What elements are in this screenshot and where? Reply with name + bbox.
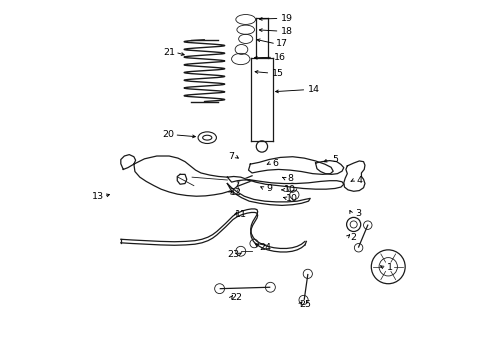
Polygon shape xyxy=(134,156,239,196)
Text: 9: 9 xyxy=(267,184,273,193)
Polygon shape xyxy=(316,161,344,174)
Text: 12: 12 xyxy=(230,188,242,197)
Polygon shape xyxy=(121,154,136,170)
Text: 8: 8 xyxy=(288,174,294,183)
Text: 21: 21 xyxy=(163,48,175,57)
Text: 22: 22 xyxy=(230,293,243,302)
Text: 16: 16 xyxy=(274,53,286,62)
Text: 15: 15 xyxy=(271,69,283,78)
Polygon shape xyxy=(344,161,365,191)
Polygon shape xyxy=(227,176,344,189)
Text: 5: 5 xyxy=(332,155,338,164)
Text: 18: 18 xyxy=(281,27,293,36)
Text: 11: 11 xyxy=(235,210,247,219)
Text: 4: 4 xyxy=(356,176,362,185)
Text: 6: 6 xyxy=(273,158,279,167)
Text: 20: 20 xyxy=(163,130,174,139)
Text: 1: 1 xyxy=(387,263,392,272)
Text: 24: 24 xyxy=(260,243,271,252)
Polygon shape xyxy=(248,157,333,174)
Text: 23: 23 xyxy=(228,249,240,258)
Text: 19: 19 xyxy=(281,14,293,23)
Text: 17: 17 xyxy=(276,39,289,48)
Text: 3: 3 xyxy=(355,210,361,219)
Text: 25: 25 xyxy=(300,300,312,309)
Text: 10: 10 xyxy=(284,185,296,194)
Text: 14: 14 xyxy=(307,85,319,94)
Text: 7: 7 xyxy=(229,152,235,161)
Text: 10: 10 xyxy=(286,194,298,203)
Text: 2: 2 xyxy=(351,233,357,242)
Polygon shape xyxy=(227,184,310,206)
Text: 13: 13 xyxy=(92,192,104,201)
Polygon shape xyxy=(177,174,187,184)
